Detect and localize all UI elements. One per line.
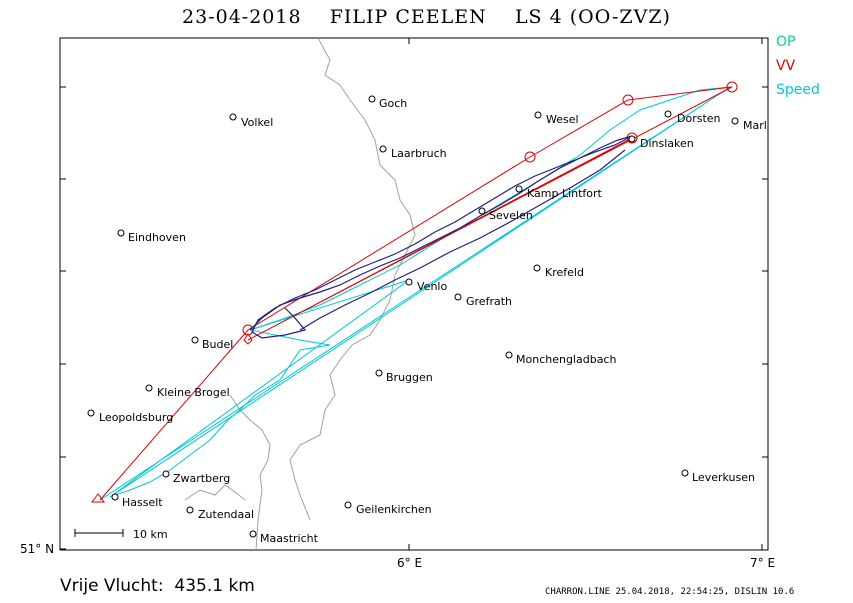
place-label: Marl — [743, 119, 767, 132]
credit-line: CHARRON.LINE 25.04.2018, 22:54:25, DISLI… — [545, 587, 795, 597]
place-label: Sevelen — [489, 209, 533, 222]
place-label: Leverkusen — [692, 471, 755, 484]
place-label: Hasselt — [122, 496, 163, 509]
place-label: Eindhoven — [128, 231, 186, 244]
distance-label: Vrije Vlucht: — [60, 576, 164, 596]
place-label: Wesel — [546, 113, 579, 126]
scale-bar — [74, 529, 124, 537]
legend-op: OP — [776, 34, 796, 50]
map-frame — [59, 37, 769, 551]
place-label: Dinslaken — [640, 137, 694, 150]
place-label: Budel — [202, 338, 233, 351]
place-label: Bruggen — [386, 371, 433, 384]
place-label: Venlo — [417, 280, 447, 293]
flight-date: 23-04-2018 — [182, 6, 302, 28]
scale-bar-label: 10 km — [133, 528, 168, 541]
lon-label-6e: 6° E — [397, 556, 423, 570]
place-labels: Goch Volkel Laarbruch Wesel Dorsten Marl… — [99, 97, 767, 545]
glider-id: LS 4 (OO-ZVZ) — [514, 6, 671, 28]
distance-readout: Vrije Vlucht: 435.1 km — [60, 576, 255, 596]
place-label: Dorsten — [677, 112, 721, 125]
country-borders — [184, 37, 416, 551]
place-label: Krefeld — [545, 266, 584, 279]
place-label: Zwartberg — [173, 472, 230, 485]
place-label: Kamp Lintfort — [527, 187, 603, 200]
place-label: Maastricht — [260, 532, 319, 545]
pilot-name: FILIP CEELEN — [329, 6, 487, 28]
place-label: Monchengladbach — [516, 353, 616, 366]
place-label: Laarbruch — [391, 147, 447, 160]
place-label: Zutendaal — [198, 508, 254, 521]
op-track — [249, 135, 633, 339]
lat-label: 51° N — [20, 542, 55, 556]
lat-ticks — [60, 38, 768, 550]
place-label: Goch — [379, 97, 407, 110]
place-label: Leopoldsburg — [99, 411, 173, 424]
place-markers — [87, 95, 739, 538]
place-label: Grefrath — [466, 295, 512, 308]
lon-label-7e: 7° E — [750, 556, 776, 570]
map-title: 23-04-2018 FILIP CEELEN LS 4 (OO-ZVZ) — [0, 6, 853, 28]
distance-value: 435.1 km — [174, 576, 255, 596]
legend-vv: VV — [776, 58, 796, 74]
place-label: Kleine Brogel — [157, 386, 230, 399]
place-label: Volkel — [241, 116, 273, 129]
legend-speed: Speed — [776, 82, 820, 98]
place-label: Geilenkirchen — [356, 503, 432, 516]
